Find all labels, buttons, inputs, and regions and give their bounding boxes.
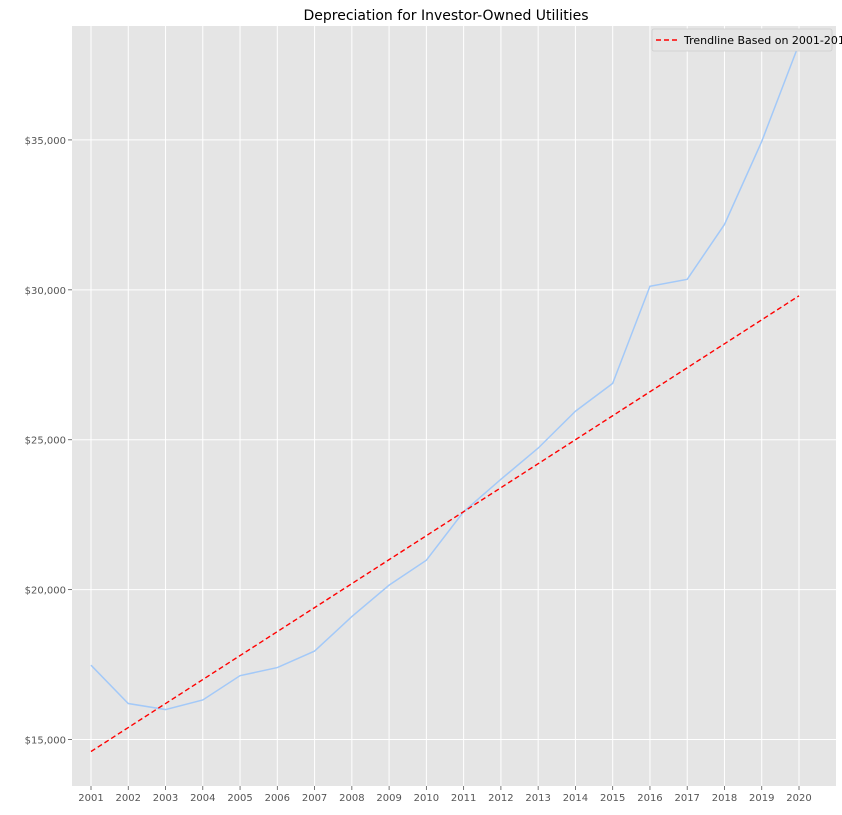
y-tick-label: $30,000: [25, 286, 66, 297]
x-tick-label: 2005: [227, 793, 252, 804]
x-tick-label: 2004: [190, 793, 215, 804]
x-tick-label: 2015: [600, 793, 625, 804]
x-tick-label: 2003: [153, 793, 178, 804]
y-tick-label: $35,000: [25, 136, 66, 147]
y-tick-label: $20,000: [25, 586, 66, 597]
x-tick-label: 2020: [786, 793, 811, 804]
x-tick-label: 2009: [376, 793, 401, 804]
x-tick-label: 2010: [414, 793, 439, 804]
x-tick-label: 2017: [674, 793, 699, 804]
series-lines: [90, 43, 800, 753]
legend: Trendline Based on 2001-2015: [651, 28, 842, 52]
depreciation-series-line: [90, 43, 800, 711]
axis-ticks: 2001 2002 2003 2004 2005 2006 2007 2008 2009 2010…: [25, 136, 812, 804]
x-tick-label: 2011: [451, 793, 476, 804]
x-tick-label: 2002: [116, 793, 141, 804]
legend-trendline-label: Trendline Based on 2001-2015: [683, 34, 842, 47]
x-tick-label: 2014: [563, 793, 588, 804]
y-tick-label: $15,000: [25, 736, 66, 747]
x-tick-label: 2006: [265, 793, 290, 804]
x-tick-label: 2007: [302, 793, 327, 804]
x-tick-label: 2018: [712, 793, 737, 804]
gridlines: [72, 26, 836, 786]
x-tick-label: 2013: [525, 793, 550, 804]
x-tick-label: 2016: [637, 793, 662, 804]
x-tick-label: 2012: [488, 793, 513, 804]
x-tick-label: 2001: [78, 793, 103, 804]
legend-box: [651, 28, 833, 52]
trendline-series-line: [90, 295, 800, 753]
chart-title: Depreciation for Investor-Owned Utilitie…: [303, 8, 588, 24]
x-tick-label: 2019: [749, 793, 774, 804]
plot-area: [72, 26, 836, 786]
y-tick-label: $25,000: [25, 436, 66, 447]
x-tick-label: 2008: [339, 793, 364, 804]
